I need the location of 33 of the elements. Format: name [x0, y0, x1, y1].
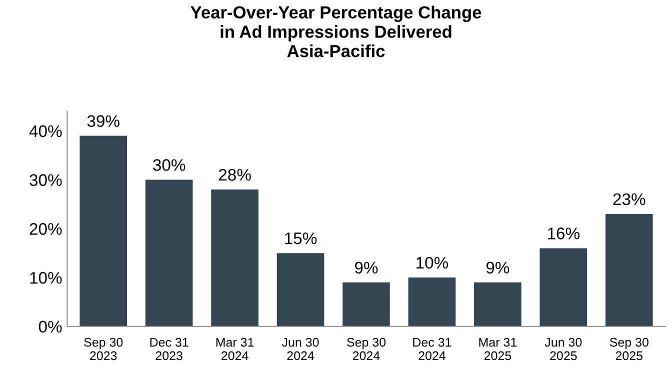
y-tick-label: 10% — [30, 272, 62, 284]
data-label: 39% — [87, 115, 120, 127]
bar — [605, 214, 653, 326]
data-label: 23% — [613, 193, 646, 206]
y-tick-label: 0% — [38, 320, 62, 333]
data-label: 15% — [285, 232, 317, 244]
x-tick-label: Jun 30 2025 — [544, 338, 582, 360]
bar — [276, 253, 324, 326]
bar — [80, 136, 128, 326]
data-label: 9% — [354, 262, 378, 274]
data-label: 10% — [416, 256, 448, 269]
bar — [342, 282, 390, 326]
y-tick-label: 20% — [30, 223, 62, 235]
x-tick-label: Sep 30 2024 — [347, 338, 386, 360]
bar — [145, 180, 193, 326]
bar — [474, 282, 522, 326]
bar — [408, 278, 456, 326]
x-tick-label: Sep 30 2023 — [84, 338, 123, 360]
x-tick-label: Mar 31 2024 — [216, 338, 254, 360]
x-tick-label: Dec 31 2024 — [413, 338, 452, 360]
x-tick-label: Mar 31 2025 — [479, 338, 517, 360]
x-tick-label: Dec 31 2023 — [150, 338, 188, 360]
bar — [540, 248, 588, 326]
x-tick-label: Jun 30 2024 — [282, 338, 319, 360]
x-tick-label: Sep 30 2025 — [610, 338, 648, 360]
chart-title: Year-Over-Year Percentage Change in Ad Impressions Delivered Asia-Pacific — [190, 6, 482, 58]
data-label: 28% — [218, 168, 251, 181]
y-tick-label: 30% — [30, 174, 62, 186]
data-label: 16% — [548, 228, 580, 240]
y-tick-label: 40% — [29, 125, 62, 138]
data-label: 30% — [153, 159, 186, 171]
data-label: 9% — [486, 262, 510, 274]
bar — [211, 190, 258, 326]
